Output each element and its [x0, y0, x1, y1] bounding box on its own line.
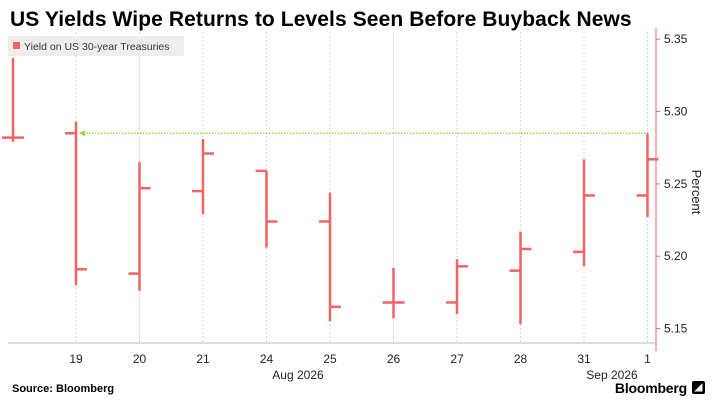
x-tick-label: 24: [260, 352, 274, 366]
ohlc-bar: [255, 169, 278, 248]
ohlc-bar: [2, 58, 24, 142]
y-tick-label: 5.35: [664, 32, 688, 46]
ohlc-bar: [509, 231, 532, 325]
x-period-label-aug: Aug 2026: [272, 368, 324, 382]
bloomberg-logo: Bloomberg: [614, 380, 687, 396]
x-tick-label: 27: [450, 352, 464, 366]
legend-background: [8, 36, 184, 56]
x-tick-label: 25: [323, 352, 337, 366]
y-tick-label: 5.20: [664, 249, 688, 263]
x-tick-label: 31: [577, 352, 591, 366]
reference-line-group: [79, 130, 648, 137]
y-axis-title: Percent: [689, 170, 704, 215]
ohlc-bar: [192, 139, 214, 215]
y-tick-label: 5.25: [664, 177, 688, 191]
source-note: Source: Bloomberg: [12, 383, 115, 395]
x-tick-label: 21: [196, 352, 210, 366]
x-tick-label: 1: [644, 352, 651, 366]
x-tick-label: 28: [514, 352, 528, 366]
ohlc-bar: [573, 159, 595, 267]
chart-title: US Yields Wipe Returns to Levels Seen Be…: [10, 8, 632, 31]
y-tick-label: 5.15: [664, 322, 688, 336]
x-tick-label: 26: [387, 352, 401, 366]
x-tick-label: 20: [133, 352, 147, 366]
legend-label: Yield on US 30-year Treasuries: [24, 41, 170, 53]
ohlc-bar: [128, 162, 151, 291]
reference-arrow-icon: [79, 130, 85, 137]
ohlc-bars: [2, 58, 659, 325]
ohlc-bar: [319, 192, 341, 322]
axes: [8, 28, 660, 351]
y-tick-label: 5.30: [664, 105, 688, 119]
x-tick-label: 19: [69, 352, 83, 366]
legend: Yield on US 30-year Treasuries: [8, 36, 184, 56]
ohlc-bar: [636, 133, 659, 218]
gridlines: [75, 32, 648, 343]
x-period-label-sep: Sep 2026: [586, 368, 638, 382]
legend-swatch: [13, 42, 20, 49]
axis-labels: 5.15 5.20 5.25 5.30 5.35 Percent 19 20 21 24 25 26 2…: [69, 32, 704, 382]
ohlc-bar: [382, 267, 405, 319]
ohlc-bar: [446, 259, 468, 315]
ohlc-bar: [65, 121, 87, 286]
bloomberg-mark-icon: ◢: [692, 381, 705, 394]
